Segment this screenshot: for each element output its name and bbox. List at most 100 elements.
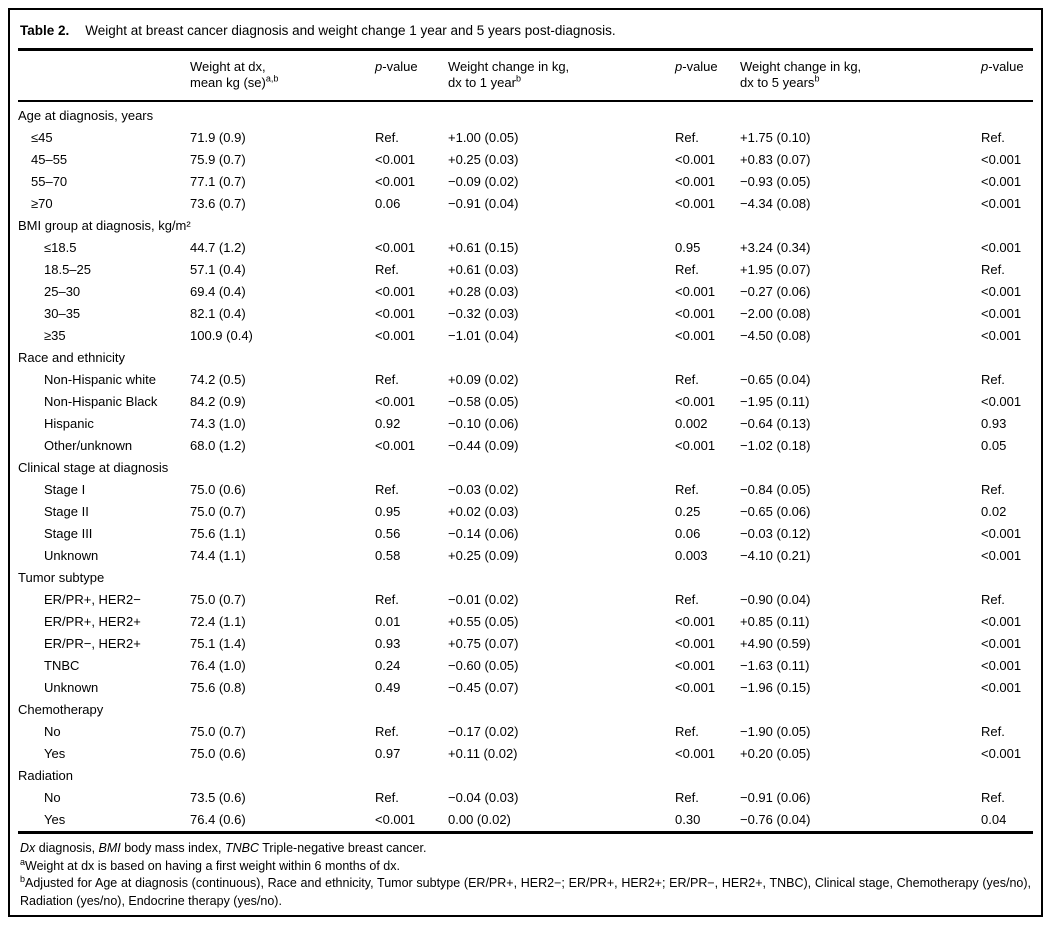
cell: 75.1 (1.4) [190,636,246,651]
table-row: 45–55 75.9 (0.7) <0.001 +0.25 (0.03) <0.001 +… [18,149,1033,171]
table-row: Unknown 75.6 (0.8) 0.49 −0.45 (0.07) <0.001 −… [18,677,1033,699]
cell: 68.0 (1.2) [190,438,246,453]
cell: −0.14 (0.06) [448,526,519,541]
cell: 0.49 [375,680,401,695]
cell: −2.00 (0.08) [740,306,811,321]
cell: +1.75 (0.10) [740,130,811,145]
section-header: Age at diagnosis, years [18,108,154,123]
cell: −0.32 (0.03) [448,306,519,321]
cell: −0.44 (0.09) [448,438,519,453]
row-label: 25–30 [44,284,81,299]
table-row: Non-Hispanic Black 84.2 (0.9) <0.001 −0.58 … [18,391,1033,413]
row-label: No [44,790,61,805]
cell: Ref. [375,262,399,277]
cell: +0.11 (0.02) [448,746,518,761]
cell: Ref. [981,482,1005,497]
cell: Ref. [675,262,699,277]
footnote-a-marker: a [20,856,26,867]
cell: <0.001 [981,240,1022,255]
cell: <0.001 [375,812,416,827]
cell: Ref. [675,592,699,607]
cell: <0.001 [675,680,716,695]
row-label: Stage III [44,526,93,541]
cell: <0.001 [675,284,716,299]
cell: <0.001 [981,174,1022,189]
row-label: ≤45 [31,130,53,145]
table2: Weight at dx, mean kg (se)a,b p-value We… [18,51,1033,831]
cell: Ref. [675,482,699,497]
section-header-row: Clinical stage at diagnosis [18,457,1033,479]
cell: 0.58 [375,548,401,563]
cell: <0.001 [375,174,416,189]
cell: −0.01 (0.02) [448,592,519,607]
row-label: Non-Hispanic white [44,372,156,387]
cell: −0.76 (0.04) [740,812,811,827]
row-label: Stage II [44,504,89,519]
footnote-b: bAdjusted for Age at diagnosis (continuo… [20,873,1031,908]
cell: 0.00 (0.02) [448,812,511,827]
row-label: ER/PR−, HER2+ [44,636,141,651]
cell: <0.001 [981,306,1022,321]
caption-divider [18,48,1033,51]
cell: −0.64 (0.13) [740,416,811,431]
cell: −0.17 (0.02) [448,724,519,739]
cell: 0.02 [981,504,1007,519]
cell: 100.9 (0.4) [190,328,253,343]
row-label: 45–55 [31,152,68,167]
cell: 75.0 (0.6) [190,482,246,497]
cell: Ref. [981,790,1005,805]
row-label: ER/PR+, HER2− [44,592,141,607]
section-header-row: Tumor subtype [18,567,1033,589]
col-header-change-1yr: Weight change in kg, dx to 1 yearb [448,51,675,102]
cell: <0.001 [981,636,1022,651]
cell: Ref. [375,724,399,739]
col-header-pvalue-3: p-value [981,51,1033,102]
section-header: Tumor subtype [18,570,105,585]
section-header-row: Race and ethnicity [18,347,1033,369]
table-row: Stage I 75.0 (0.6) Ref. −0.03 (0.02) Ref. −0.… [18,479,1033,501]
cell: 44.7 (1.2) [190,240,246,255]
cell: +0.75 (0.07) [448,636,519,651]
table-row: ER/PR+, HER2− 75.0 (0.7) Ref. −0.01 (0.02) R… [18,589,1033,611]
cell: +0.55 (0.05) [448,614,519,629]
table-row: TNBC 76.4 (1.0) 0.24 −0.60 (0.05) <0.001 −1.6… [18,655,1033,677]
cell: <0.001 [375,240,416,255]
cell: <0.001 [981,394,1022,409]
row-label: TNBC [44,658,80,673]
cell: 76.4 (1.0) [190,658,246,673]
row-label: Unknown [44,680,99,695]
row-label: Yes [44,746,66,761]
cell: <0.001 [981,152,1022,167]
cell: 0.97 [375,746,401,761]
section-header-row: Chemotherapy [18,699,1033,721]
cell: −0.84 (0.05) [740,482,811,497]
cell: 0.56 [375,526,401,541]
cell: −0.03 (0.12) [740,526,811,541]
section-header-row: BMI group at diagnosis, kg/m² [18,215,1033,237]
row-label: 18.5–25 [44,262,91,277]
footer-divider [18,831,1033,834]
cell: −1.02 (0.18) [740,438,811,453]
cell: 75.9 (0.7) [190,152,246,167]
cell: <0.001 [675,196,716,211]
table-row: ER/PR+, HER2+ 72.4 (1.1) 0.01 +0.55 (0.05) <… [18,611,1033,633]
cell: −0.65 (0.06) [740,504,811,519]
cell: <0.001 [675,658,716,673]
table-row: ER/PR−, HER2+ 75.1 (1.4) 0.93 +0.75 (0.07) <… [18,633,1033,655]
cell: 82.1 (0.4) [190,306,246,321]
cell: 75.6 (1.1) [190,526,246,541]
cell: Ref. [675,130,699,145]
row-label: Other/unknown [44,438,133,453]
col-header-change-5yr: Weight change in kg, dx to 5 yearsb [740,51,981,102]
cell: <0.001 [981,680,1022,695]
cell: 0.92 [375,416,401,431]
cell: +0.09 (0.02) [448,372,519,387]
cell: 0.25 [675,504,701,519]
row-label: ≥35 [44,328,66,343]
table-caption: Table 2. Weight at breast cancer diagnosi… [18,10,1033,48]
cell: 0.002 [675,416,708,431]
cell: 0.003 [675,548,708,563]
table-row: ≤18.5 44.7 (1.2) <0.001 +0.61 (0.15) 0.95 +3.… [18,237,1033,259]
cell: 71.9 (0.9) [190,130,246,145]
table-frame: Table 2. Weight at breast cancer diagnosi… [8,8,1043,917]
